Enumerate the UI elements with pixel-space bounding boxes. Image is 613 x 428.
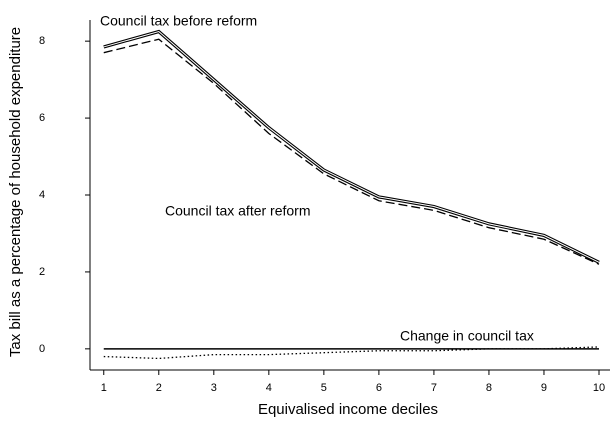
x-tick-label: 5: [321, 382, 327, 394]
x-tick-label: 8: [486, 382, 492, 394]
x-tick-label: 7: [431, 382, 437, 394]
line-series: [103, 346, 600, 360]
x-tick-label: 1: [101, 382, 107, 394]
line-series: [103, 29, 600, 264]
series-label: Council tax after reform: [165, 203, 311, 219]
y-tick-label: 8: [39, 35, 45, 47]
y-tick-label: 4: [39, 189, 45, 201]
series-label: Council tax before reform: [100, 13, 257, 29]
line-series: [103, 38, 600, 265]
x-tick-label: 4: [266, 382, 272, 394]
x-tick-label: 2: [156, 382, 162, 394]
y-tick-label: 2: [39, 266, 45, 278]
x-axis-label: Equivalised income deciles: [258, 401, 438, 418]
y-tick-label: 0: [39, 343, 45, 355]
y-tick-label: 6: [39, 112, 45, 124]
y-axis-label: Tax bill as a percentage of household ex…: [7, 27, 24, 357]
line-series-inner: [103, 30, 600, 263]
x-tick-label: 3: [211, 382, 217, 394]
x-tick-label: 6: [376, 382, 382, 394]
series-label: Change in council tax: [400, 328, 534, 344]
x-tick-label: 9: [541, 382, 547, 394]
x-tick-label: 10: [593, 382, 605, 394]
